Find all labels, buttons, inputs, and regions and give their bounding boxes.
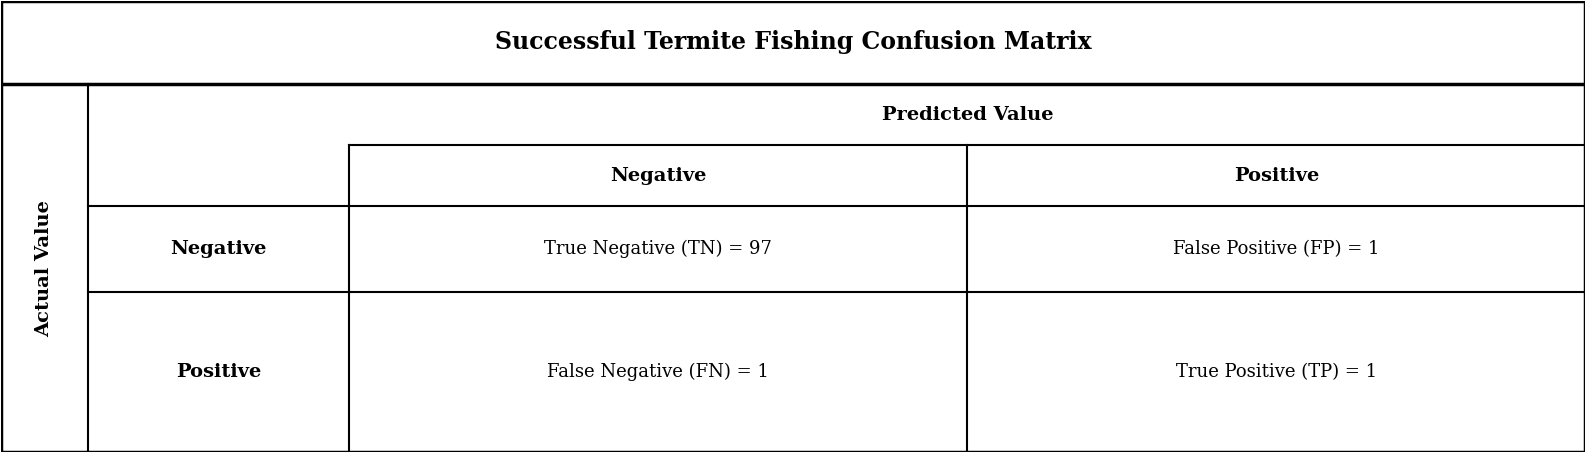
- Text: False Negative (FN) = 1: False Negative (FN) = 1: [547, 363, 769, 381]
- Text: Positive: Positive: [1234, 167, 1320, 185]
- Text: Predicted Value: Predicted Value: [882, 106, 1053, 124]
- Text: True Negative (TN) = 97: True Negative (TN) = 97: [544, 240, 772, 258]
- Text: True Positive (TP) = 1: True Positive (TP) = 1: [1175, 363, 1377, 381]
- Text: Negative: Negative: [611, 167, 706, 185]
- Text: False Positive (FP) = 1: False Positive (FP) = 1: [1174, 240, 1380, 258]
- Text: Positive: Positive: [176, 363, 262, 381]
- Text: Successful Termite Fishing Confusion Matrix: Successful Termite Fishing Confusion Mat…: [495, 30, 1091, 54]
- Text: Actual Value: Actual Value: [35, 200, 54, 337]
- Text: Negative: Negative: [170, 240, 266, 258]
